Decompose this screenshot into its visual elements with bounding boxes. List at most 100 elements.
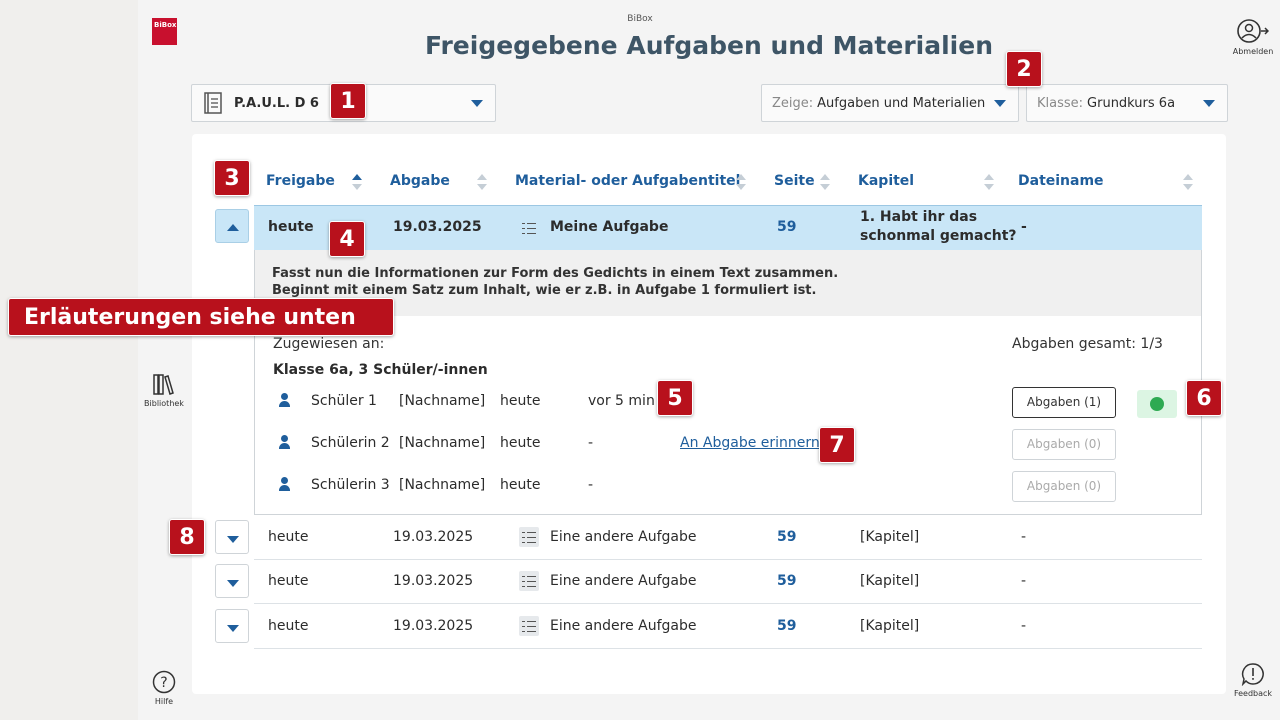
annotation-badge: 5 — [657, 380, 693, 416]
cell-abgabe: 19.03.2025 — [393, 529, 474, 545]
remind-link[interactable]: An Abgabe erinnern — [680, 435, 820, 451]
logout-label: Abmelden — [1232, 47, 1274, 56]
expand-row-button[interactable] — [215, 609, 249, 643]
cell-seite[interactable]: 59 — [777, 573, 797, 589]
cell-kapitel: [Kapitel] — [860, 529, 920, 545]
cell-freigabe: heute — [268, 573, 309, 589]
task-list-icon — [519, 616, 539, 636]
column-header-kapitel[interactable]: Kapitel — [858, 173, 915, 189]
description-line: Fasst nun die Informationen zur Form des… — [272, 266, 839, 281]
chevron-down-icon — [227, 536, 239, 543]
task-list-icon — [519, 527, 539, 547]
student-date: heute — [500, 435, 541, 451]
column-header-titel[interactable]: Material- oder Aufgabentitel — [515, 173, 741, 189]
cell-kapitel: [Kapitel] — [860, 618, 920, 634]
chevron-down-icon — [994, 100, 1006, 107]
cell-seite[interactable]: 59 — [777, 529, 797, 545]
chevron-down-icon — [227, 580, 239, 587]
cell-abgabe: 19.03.2025 — [393, 618, 474, 634]
task-list-icon — [519, 571, 539, 591]
annotation-badge: 4 — [329, 221, 365, 257]
class-filter-select[interactable]: Klasse: Grundkurs 6a — [1026, 84, 1228, 122]
app-name: BiBox — [627, 14, 653, 24]
class-filter-value: Grundkurs 6a — [1087, 95, 1176, 111]
cell-dateiname: - — [1021, 219, 1027, 235]
student-row: Schüler 1 [Nachname] heute vor 5 min Abg… — [255, 382, 1201, 422]
student-name: Schüler 1 — [311, 393, 377, 409]
student-submitted-time: - — [588, 435, 594, 451]
table-row-selected[interactable]: heute 19.03.2025 Meine Aufgabe 59 1. Hab… — [254, 205, 1202, 250]
collapse-row-button[interactable] — [215, 209, 249, 243]
student-submitted-time: - — [588, 477, 594, 493]
cell-kapitel: [Kapitel] — [860, 573, 920, 589]
bibox-logo[interactable]: BiBox — [152, 18, 177, 45]
cell-seite[interactable]: 59 — [777, 618, 797, 634]
feedback-icon — [1241, 663, 1264, 686]
cell-freigabe: heute — [268, 618, 309, 634]
help-icon: ? — [152, 670, 176, 694]
description-line: Beginnt mit einem Satz zum Inhalt, wie e… — [272, 283, 817, 298]
submissions-button[interactable]: Abgaben (1) — [1012, 387, 1116, 418]
help-label: Hilfe — [154, 697, 174, 706]
student-lastname: [Nachname] — [399, 435, 486, 451]
green-dot-icon — [1150, 397, 1164, 411]
expand-row-button[interactable] — [215, 564, 249, 598]
cell-kapitel-line2: schonmal gemacht? — [860, 228, 1017, 244]
books-icon — [153, 374, 174, 395]
cell-seite[interactable]: 59 — [777, 219, 797, 235]
table-row[interactable]: heute 19.03.2025 Eine andere Aufgabe 59 … — [254, 560, 1202, 604]
sort-icon[interactable] — [820, 174, 830, 192]
person-icon — [279, 477, 290, 491]
sort-icon[interactable] — [352, 174, 362, 192]
column-header-seite[interactable]: Seite — [774, 173, 815, 189]
submissions-button[interactable]: Abgaben (0) — [1012, 471, 1116, 502]
cell-abgabe: 19.03.2025 — [393, 573, 474, 589]
sidebar-item-library[interactable]: Bibliothek — [140, 372, 188, 408]
student-name: Schülerin 3 — [311, 477, 390, 493]
student-row: Schülerin 3 [Nachname] heute - Abgaben (… — [255, 466, 1201, 506]
feedback-label: Feedback — [1233, 689, 1273, 698]
student-date: heute — [500, 393, 541, 409]
task-description: Fasst nun die Informationen zur Form des… — [255, 250, 1201, 316]
table-row[interactable]: heute 19.03.2025 Eine andere Aufgabe 59 … — [254, 516, 1202, 560]
logout-button[interactable]: Abmelden — [1230, 18, 1276, 56]
library-label: Bibliothek — [144, 399, 184, 408]
sort-icon[interactable] — [477, 174, 487, 192]
sort-icon[interactable] — [984, 174, 994, 192]
column-header-abgabe[interactable]: Abgabe — [390, 173, 450, 189]
cell-abgabe: 19.03.2025 — [393, 219, 482, 235]
cell-titel: Eine andere Aufgabe — [550, 618, 697, 634]
submissions-button[interactable]: Abgaben (0) — [1012, 429, 1116, 460]
chevron-down-icon — [471, 100, 483, 107]
student-lastname: [Nachname] — [399, 393, 486, 409]
chevron-down-icon — [1203, 100, 1215, 107]
column-header-freigabe[interactable]: Freigabe — [266, 173, 335, 189]
page-title: Freigegebene Aufgaben und Materialien — [425, 31, 993, 60]
sort-icon[interactable] — [1183, 174, 1193, 192]
student-row: Schülerin 2 [Nachname] heute - An Abgabe… — [255, 424, 1201, 464]
book-icon — [204, 92, 222, 114]
cell-titel: Meine Aufgabe — [550, 219, 669, 235]
task-list-icon — [519, 218, 539, 238]
assigned-value: Klasse 6a, 3 Schüler/-innen — [273, 362, 488, 378]
cell-freigabe: heute — [268, 219, 314, 235]
help-button[interactable]: ? Hilfe — [146, 670, 182, 706]
feedback-button[interactable]: Feedback — [1230, 662, 1276, 698]
table-row[interactable]: heute 19.03.2025 Eine andere Aufgabe 59 … — [254, 605, 1202, 649]
annotation-badge: 2 — [1006, 51, 1042, 87]
annotation-badge: 1 — [330, 83, 366, 119]
show-filter-select[interactable]: Zeige: Aufgaben und Materialien — [761, 84, 1019, 122]
cell-freigabe: heute — [268, 529, 309, 545]
task-details: Fasst nun die Informationen zur Form des… — [254, 250, 1202, 515]
sort-icon[interactable] — [736, 174, 746, 192]
student-name: Schülerin 2 — [311, 435, 390, 451]
expand-row-button[interactable] — [215, 520, 249, 554]
chevron-up-icon — [227, 224, 239, 231]
class-filter-prefix: Klasse: — [1037, 95, 1084, 111]
person-icon — [279, 435, 290, 449]
annotation-badge: 3 — [214, 160, 250, 196]
cell-titel: Eine andere Aufgabe — [550, 529, 697, 545]
show-filter-value: Aufgaben und Materialien — [817, 95, 986, 111]
column-header-dateiname[interactable]: Dateiname — [1018, 173, 1104, 189]
cell-kapitel-line1: 1. Habt ihr das — [860, 209, 978, 225]
